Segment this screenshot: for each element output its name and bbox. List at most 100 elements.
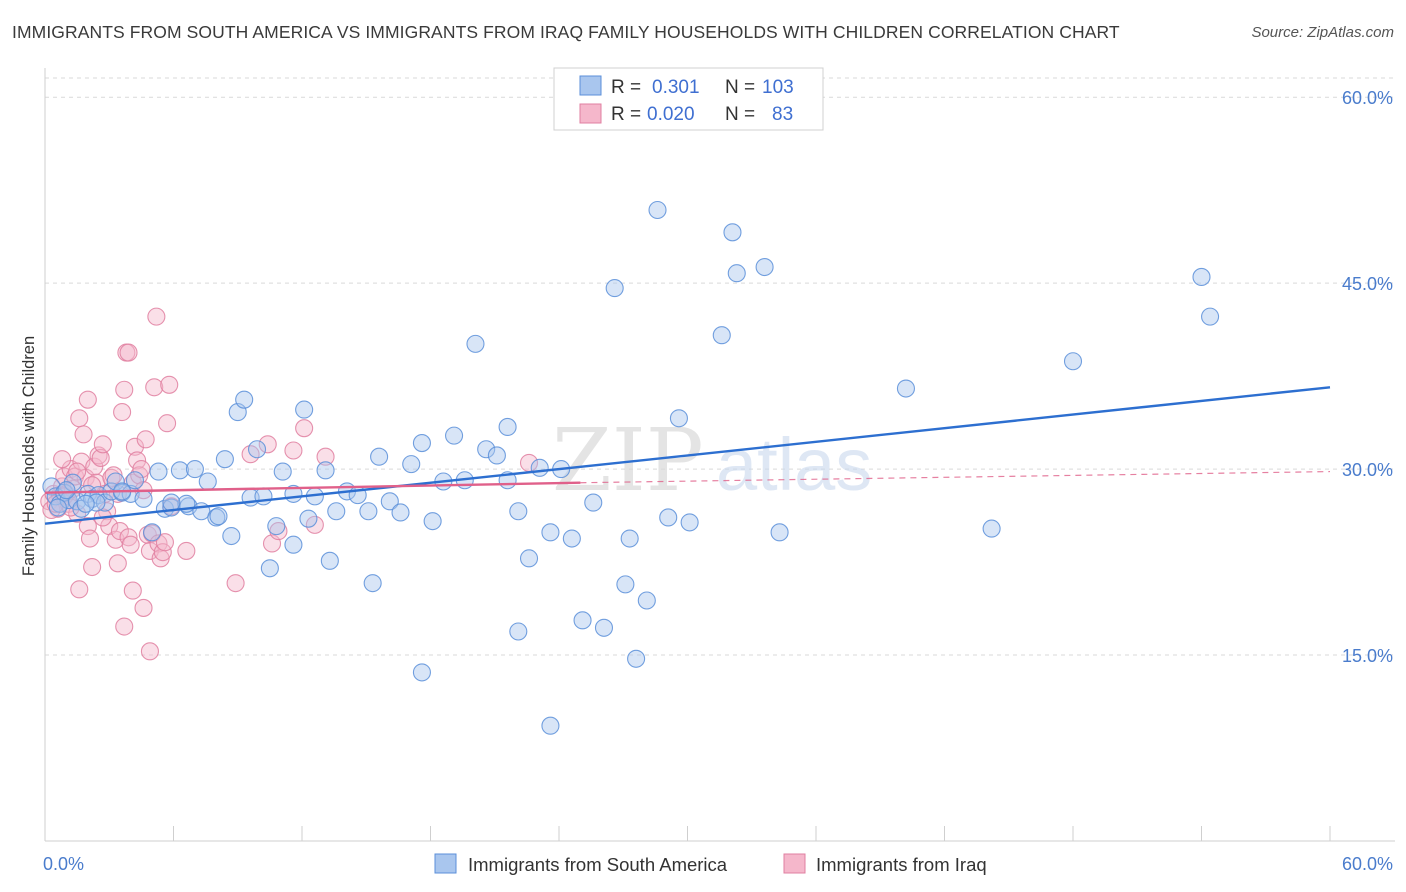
stats-legend-r-label-1: R = — [611, 77, 641, 98]
chart-source: Source: ZipAtlas.com — [1251, 24, 1394, 41]
point-iraq-47 — [145, 378, 164, 397]
bottom-legend-label-iraq: Immigrants from Iraq — [816, 854, 987, 875]
stats-legend-n-label-2: N = — [725, 104, 755, 125]
point-iraq-71 — [70, 580, 89, 599]
trend-line-iraq-extension — [580, 470, 1331, 484]
point-iraq-12 — [70, 409, 89, 428]
point-south-america-64 — [562, 529, 581, 548]
point-south-america-49 — [402, 455, 421, 474]
point-iraq-72 — [78, 390, 97, 409]
point-south-america-82 — [982, 519, 1001, 538]
point-south-america-25 — [198, 472, 217, 491]
point-south-america-85 — [1201, 307, 1220, 326]
chart-title: IMMIGRANTS FROM SOUTH AMERICA VS IMMIGRA… — [12, 22, 1120, 42]
point-iraq-54 — [160, 375, 179, 394]
point-iraq-67 — [115, 617, 134, 636]
point-south-america-18 — [149, 462, 168, 481]
point-iraq-77 — [68, 462, 87, 481]
point-south-america-100 — [209, 507, 228, 526]
point-south-america-79 — [755, 257, 774, 277]
point-south-america-53 — [445, 426, 464, 445]
point-south-america-96 — [57, 481, 76, 500]
stats-legend-n-label-1: N = — [725, 77, 755, 98]
point-iraq-53 — [158, 414, 177, 433]
point-south-america-30 — [235, 390, 254, 409]
point-south-america-78 — [727, 264, 746, 283]
grid-lines — [45, 77, 1395, 656]
point-iraq-32 — [113, 403, 132, 422]
point-south-america-87 — [541, 716, 560, 735]
stats-legend-n-value-1: 103 — [762, 77, 794, 98]
point-south-america-98 — [125, 471, 144, 490]
point-iraq-43 — [136, 430, 155, 449]
y-tick-label-0: 15.0% — [1342, 646, 1393, 666]
point-south-america-77 — [723, 223, 742, 242]
stats-legend-swatch-blue — [579, 75, 602, 96]
x-tick-label-0: 0.0% — [43, 854, 84, 874]
point-iraq-60 — [295, 419, 314, 438]
point-south-america-61 — [530, 458, 549, 477]
point-iraq-36 — [121, 535, 140, 554]
point-south-america-32 — [247, 440, 267, 459]
point-south-america-90 — [363, 574, 382, 593]
point-south-america-68 — [605, 279, 624, 298]
point-south-america-58 — [498, 417, 517, 436]
point-iraq-22 — [91, 448, 110, 467]
point-south-america-66 — [584, 493, 603, 512]
point-iraq-52 — [155, 533, 174, 552]
point-south-america-76 — [712, 326, 731, 345]
point-south-america-51 — [423, 512, 442, 531]
point-iraq-38 — [125, 437, 144, 456]
point-iraq-48 — [147, 307, 166, 326]
point-south-america-33 — [254, 487, 273, 506]
watermark: ZIP atlas — [552, 411, 872, 511]
point-south-america-13 — [106, 472, 125, 491]
stats-legend-r-value-1: 0.301 — [652, 77, 700, 98]
stats-legend-n-value-2: 83 — [772, 104, 793, 125]
point-iraq-35 — [119, 528, 138, 547]
point-iraq-66 — [123, 581, 142, 600]
point-south-america-67 — [594, 618, 614, 637]
trend-lines — [44, 386, 1331, 525]
point-iraq-78 — [83, 476, 102, 495]
point-south-america-74 — [669, 409, 688, 428]
point-iraq-64 — [226, 574, 245, 593]
point-iraq-30 — [108, 554, 127, 573]
point-iraq-21 — [89, 446, 108, 465]
point-south-america-16 — [134, 489, 153, 508]
point-south-america-72 — [648, 200, 667, 220]
point-south-america-80 — [770, 523, 789, 542]
point-iraq-82 — [53, 450, 72, 469]
point-iraq-17 — [80, 529, 100, 548]
point-south-america-95 — [48, 498, 67, 517]
point-iraq-59 — [284, 441, 303, 460]
point-iraq-49 — [149, 534, 168, 553]
point-south-america-23 — [185, 460, 204, 479]
point-south-america-57 — [487, 446, 506, 465]
point-iraq-65 — [177, 541, 196, 560]
point-south-america-75 — [680, 513, 699, 532]
point-iraq-39 — [128, 451, 147, 470]
point-south-america-50 — [412, 434, 431, 453]
point-south-america-36 — [273, 462, 292, 481]
point-south-america-55 — [466, 334, 485, 353]
point-iraq-14 — [74, 425, 93, 444]
point-south-america-71 — [637, 591, 656, 610]
point-iraq-70 — [119, 343, 138, 362]
point-south-america-65 — [573, 611, 592, 630]
point-south-america-88 — [412, 663, 431, 682]
point-south-america-84 — [1192, 267, 1211, 286]
bottom-legend-swatch-blue — [434, 853, 457, 874]
point-south-america-69 — [616, 575, 635, 594]
point-south-america-46 — [370, 447, 389, 466]
point-south-america-83 — [1063, 352, 1083, 371]
stats-legend-r-label-2: R = — [611, 104, 641, 125]
stats-legend-swatch-pink — [579, 103, 602, 124]
point-south-america-41 — [316, 461, 335, 480]
point-south-america-37 — [284, 535, 303, 554]
point-iraq-56 — [258, 435, 277, 454]
point-south-america-21 — [170, 461, 189, 480]
point-south-america-59 — [509, 502, 528, 521]
point-south-america-70 — [627, 649, 646, 668]
